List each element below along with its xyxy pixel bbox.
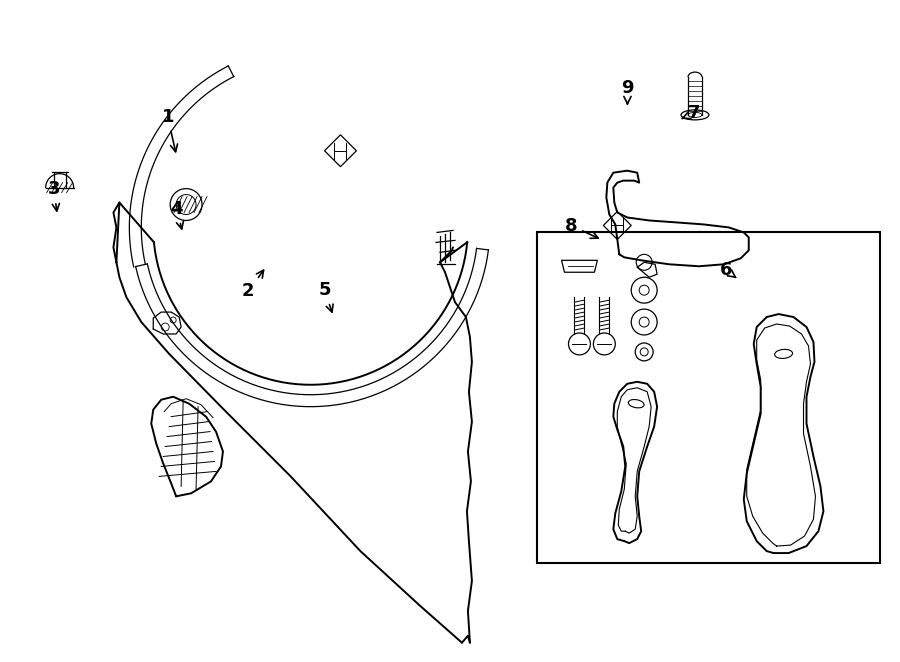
Text: 2: 2	[242, 270, 264, 301]
Text: 1: 1	[161, 108, 177, 152]
Text: 3: 3	[48, 180, 60, 211]
Text: 8: 8	[564, 216, 598, 238]
Text: 9: 9	[621, 79, 634, 104]
Text: 6: 6	[720, 261, 735, 279]
Text: 5: 5	[319, 281, 333, 312]
Text: 4: 4	[170, 200, 184, 229]
Text: 7: 7	[682, 105, 700, 122]
